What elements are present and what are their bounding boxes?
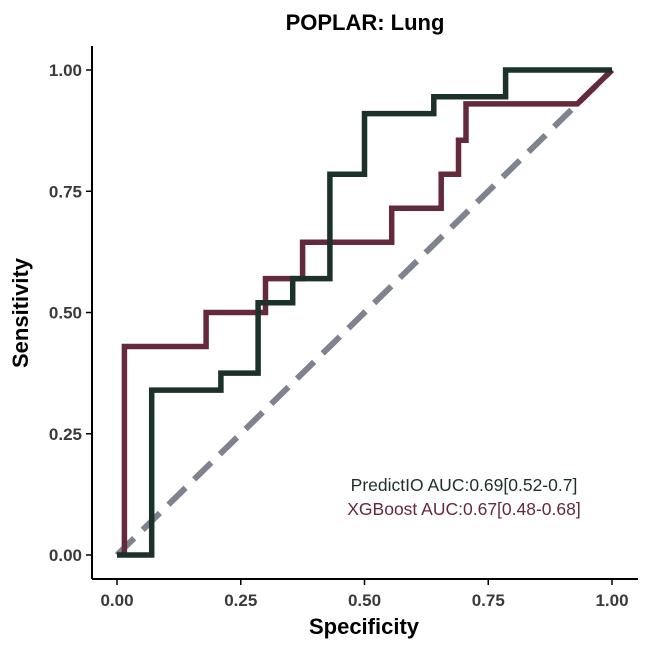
- y-axis-title: Sensitivity: [8, 257, 33, 368]
- reference-diagonal-line: [114, 67, 615, 558]
- xgboost-roc-line: [121, 68, 614, 555]
- x-tick-label: 0.50: [348, 591, 381, 610]
- x-tick-label: 0.25: [224, 591, 257, 610]
- xgboost-legend-label: XGBoost AUC:0.67[0.48-0.68]: [347, 499, 580, 519]
- x-tick-label: 0.75: [472, 591, 505, 610]
- predictio-legend-label: PredictIO AUC:0.69[0.52-0.7]: [351, 475, 578, 495]
- y-tick-label: 0.50: [49, 304, 82, 323]
- predictio-roc-line: [117, 67, 612, 558]
- y-tick-label: 0.25: [49, 425, 82, 444]
- x-tick-label: 1.00: [595, 591, 628, 610]
- y-tick-label: 0.00: [49, 546, 82, 565]
- y-tick-label: 1.00: [49, 61, 82, 80]
- plot-area: 0.00 0.25 0.50 0.75 1.00 0.00 0.25 0.50 0.75 1.00…: [49, 46, 638, 610]
- x-axis-title: Specificity: [309, 614, 420, 639]
- chart-title: POPLAR: Lung: [286, 10, 445, 35]
- y-tick-label: 0.75: [49, 182, 82, 201]
- x-tick-label: 0.00: [100, 591, 133, 610]
